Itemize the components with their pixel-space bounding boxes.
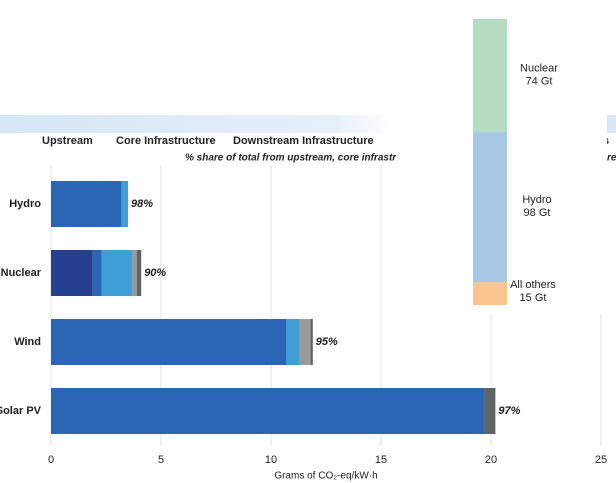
x-tick-label: 15: [375, 454, 387, 466]
x-axis-label: Grams of CO₂-eq/kW·h: [274, 471, 377, 482]
y-tick-label: Nuclear: [1, 267, 42, 279]
bar-segment: [51, 319, 287, 365]
legend-band: [0, 115, 396, 133]
legend-label: Upstream: [42, 135, 93, 147]
segment-value: 74 Gt: [526, 75, 553, 87]
legend-label: Core Infrastructure: [116, 135, 216, 147]
bar-segment: [136, 250, 142, 296]
x-tick-label: 5: [158, 454, 164, 466]
bar-segment: [286, 319, 300, 365]
bar-segment: [92, 250, 102, 296]
column-segment: [473, 18, 507, 133]
y-tick-label: Wind: [14, 336, 41, 348]
bar-segment: [101, 250, 133, 296]
bar-segment: [51, 250, 93, 296]
bar-segment: [484, 388, 496, 434]
bar-segment: [51, 181, 122, 227]
subtitle: % share of total from upstream, core inf…: [185, 153, 408, 164]
x-tick-label: 10: [265, 454, 277, 466]
bar-segment: [310, 319, 313, 365]
bar-segment: [299, 319, 311, 365]
y-tick-label: Solar PV: [0, 405, 42, 417]
segment-label: Hydro: [522, 194, 551, 206]
column-segment: [473, 282, 507, 305]
x-tick-label: 25: [595, 454, 607, 466]
bar-segment: [121, 181, 128, 227]
share-label: 90%: [144, 267, 166, 279]
column-segment: [473, 132, 507, 283]
legend-band: [607, 115, 616, 133]
share-label: 98%: [131, 198, 153, 210]
fragment: re: [607, 153, 616, 164]
segment-value: 15 Gt: [520, 292, 547, 304]
share-label: 95%: [316, 336, 338, 348]
segment-label: All others: [510, 279, 556, 291]
share-label: 97%: [498, 405, 520, 417]
bar-segment: [51, 388, 485, 434]
x-tick-label: 0: [48, 454, 54, 466]
legend-label: Downstream Infrastructure: [233, 135, 374, 147]
bar-segment: [132, 250, 137, 296]
segment-value: 98 Gt: [524, 207, 551, 219]
segment-label: Nuclear: [520, 62, 558, 74]
x-tick-label: 20: [485, 454, 497, 466]
y-tick-label: Hydro: [9, 198, 41, 210]
